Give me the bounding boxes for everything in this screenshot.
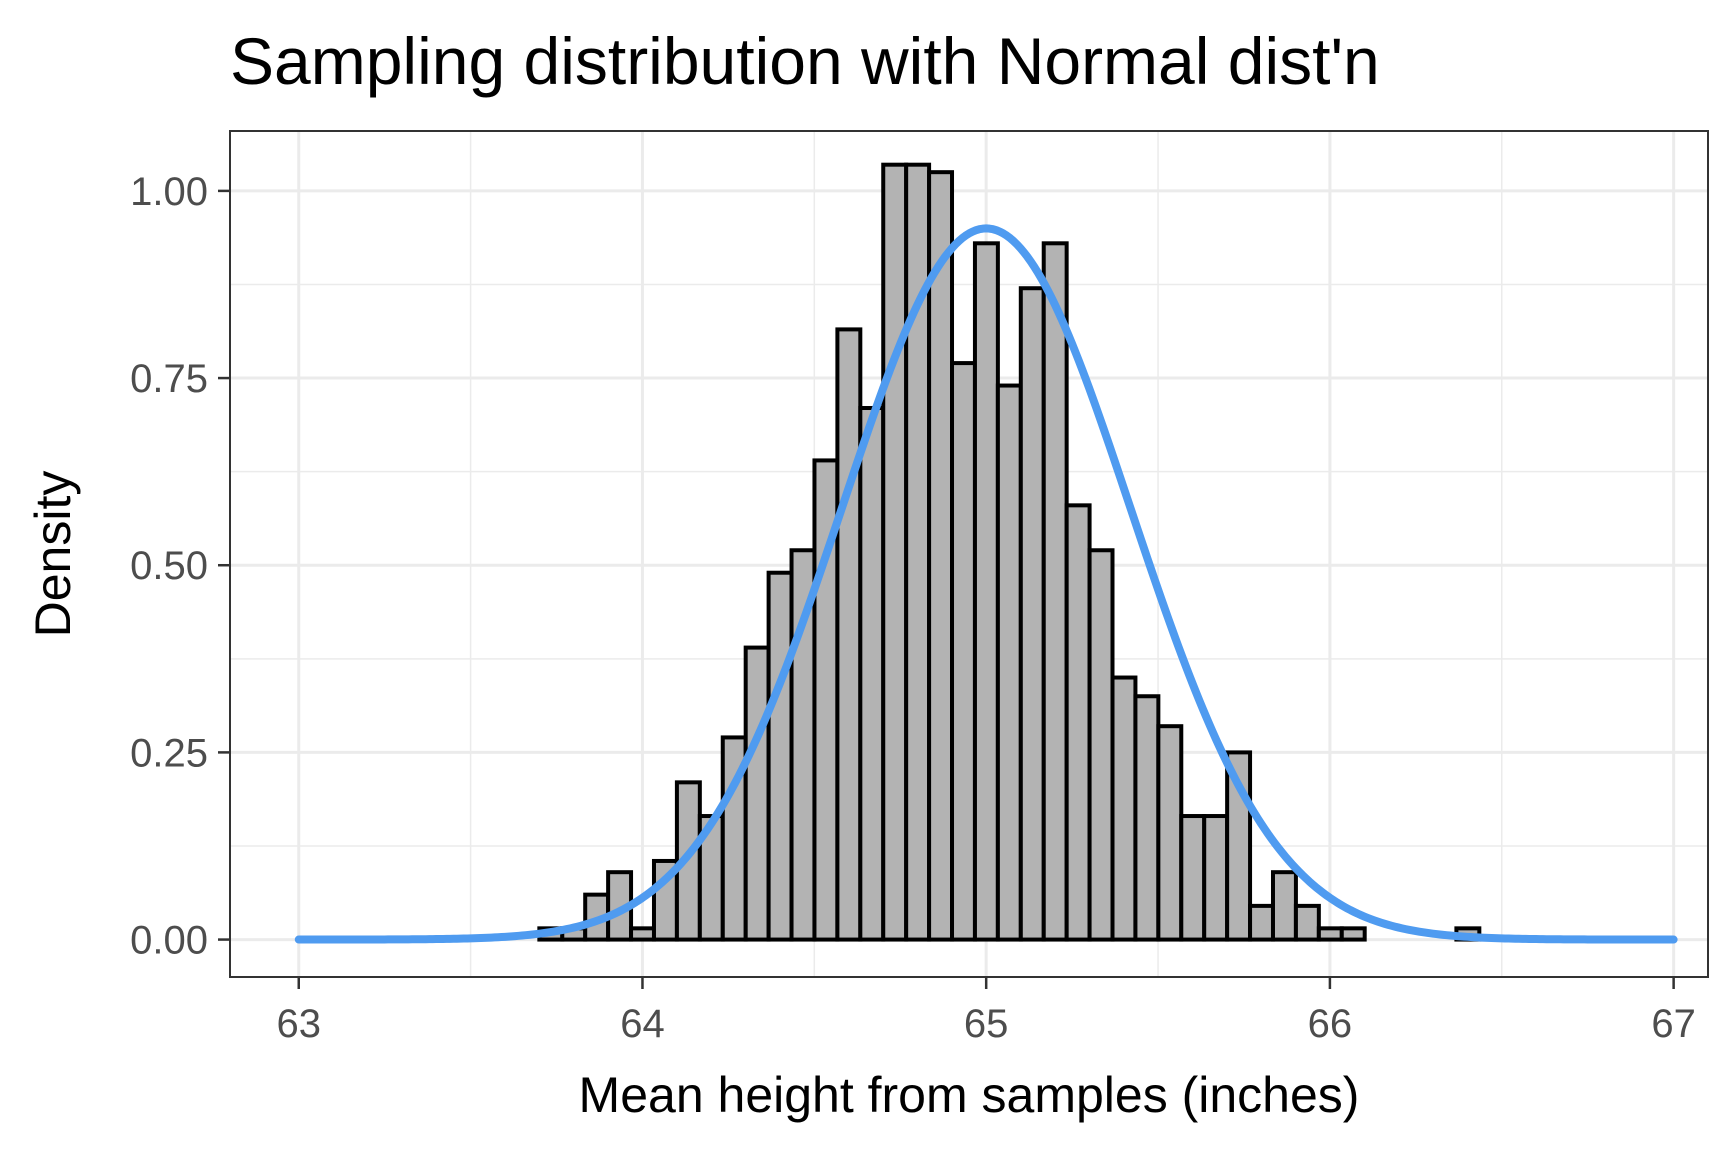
histogram-bar bbox=[1156, 724, 1184, 942]
x-tick-label: 65 bbox=[964, 1002, 1009, 1046]
histogram-bar bbox=[766, 570, 794, 942]
histogram-bar bbox=[1064, 503, 1092, 942]
histogram-bar bbox=[995, 383, 1023, 942]
y-tick-label: 0.50 bbox=[130, 544, 208, 588]
histogram-bar bbox=[927, 170, 955, 942]
plot-border bbox=[229, 130, 1709, 978]
y-tick-label: 0.00 bbox=[130, 919, 208, 963]
histogram-bar bbox=[881, 162, 909, 942]
normal-density-curve bbox=[294, 224, 1678, 944]
y-axis-title: Density bbox=[25, 471, 81, 638]
y-tick-label: 0.25 bbox=[130, 731, 208, 775]
x-tick-label: 64 bbox=[620, 1002, 665, 1046]
y-tick-label: 1.00 bbox=[130, 170, 208, 214]
y-axis-ticks: 0.00 0.25 0.50 0.75 1.00 bbox=[130, 170, 230, 963]
y-tick-label: 0.75 bbox=[130, 357, 208, 401]
histogram-bar bbox=[972, 241, 1000, 942]
histogram-bar bbox=[835, 327, 863, 942]
chart-title: Sampling distribution with Normal dist'n bbox=[230, 24, 1380, 98]
x-tick-label: 66 bbox=[1308, 1002, 1353, 1046]
histogram-bar bbox=[1087, 548, 1115, 942]
x-axis-ticks: 63 64 65 66 67 bbox=[276, 977, 1696, 1046]
histogram-bar bbox=[743, 645, 771, 942]
histogram-bar bbox=[1339, 926, 1367, 942]
histogram-bar bbox=[1110, 675, 1138, 942]
histogram-bar bbox=[1179, 814, 1207, 942]
histogram-bar bbox=[950, 361, 977, 942]
histogram-bar bbox=[629, 926, 656, 942]
histogram-bar bbox=[1316, 926, 1344, 942]
x-tick-label: 67 bbox=[1651, 1002, 1696, 1046]
x-axis-title: Mean height from samples (inches) bbox=[579, 1067, 1360, 1123]
histogram-bar bbox=[1202, 814, 1230, 942]
histogram-bar bbox=[1293, 903, 1321, 942]
x-tick-label: 63 bbox=[276, 1002, 321, 1046]
histogram-bar bbox=[1018, 286, 1046, 942]
histogram-bar bbox=[1270, 870, 1298, 942]
histogram-bar bbox=[1133, 694, 1161, 942]
histogram-bar bbox=[858, 406, 886, 942]
histogram-bar bbox=[1041, 241, 1069, 942]
histogram-bars bbox=[537, 162, 1482, 942]
histogram-bar bbox=[1248, 903, 1275, 942]
